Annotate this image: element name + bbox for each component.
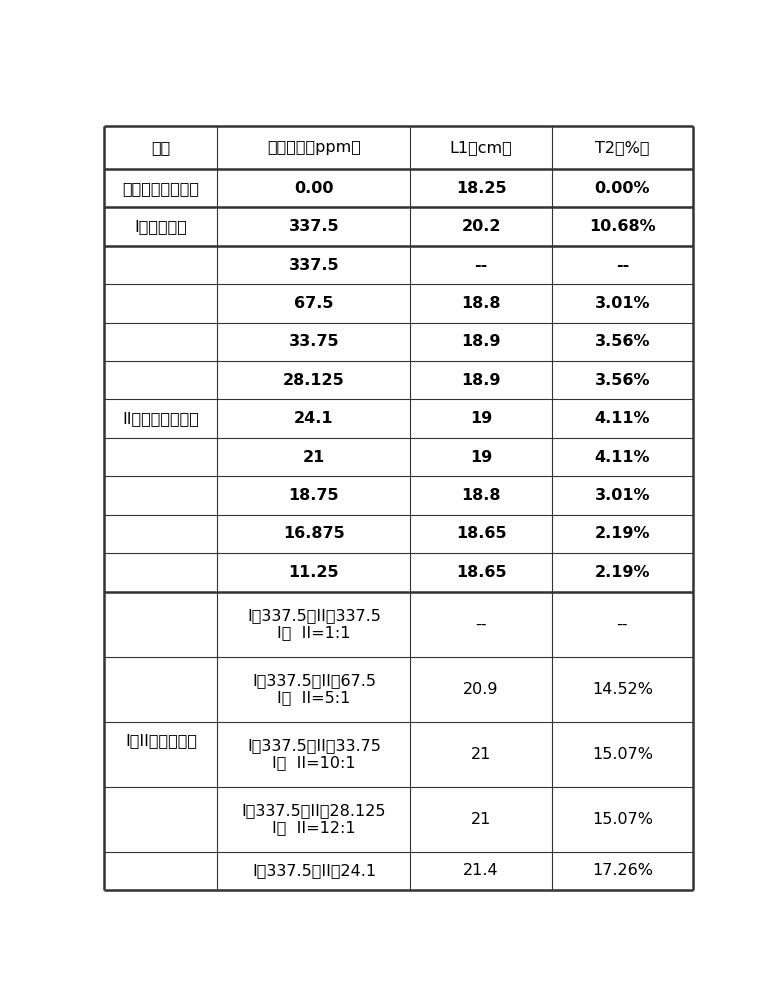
Text: I：337.5；II：28.125
I：  II=12:1: I：337.5；II：28.125 I： II=12:1 — [242, 803, 386, 835]
Text: 药剂: 药剂 — [152, 140, 170, 155]
Text: --: -- — [615, 258, 629, 273]
Text: 0.00%: 0.00% — [594, 181, 650, 196]
Text: 18.65: 18.65 — [456, 565, 506, 580]
Text: 19: 19 — [470, 450, 492, 465]
Text: 21: 21 — [471, 812, 491, 827]
Text: 11.25: 11.25 — [289, 565, 339, 580]
Text: 18.9: 18.9 — [461, 373, 501, 388]
Text: 24.1: 24.1 — [294, 411, 334, 426]
Text: L1（cm）: L1（cm） — [450, 140, 513, 155]
Text: 19: 19 — [470, 411, 492, 426]
Text: I＋II（组合物）: I＋II（组合物） — [125, 733, 197, 748]
Text: 18.75: 18.75 — [289, 488, 339, 503]
Text: 20.2: 20.2 — [461, 219, 501, 234]
Text: I（乙烯利）: I（乙烯利） — [135, 219, 187, 234]
Text: 14.52%: 14.52% — [592, 682, 653, 697]
Text: 3.56%: 3.56% — [594, 373, 650, 388]
Text: 18.8: 18.8 — [461, 296, 501, 311]
Text: I：337.5；II：24.1: I：337.5；II：24.1 — [252, 863, 376, 878]
Text: 20.9: 20.9 — [464, 682, 499, 697]
Text: 337.5: 337.5 — [289, 258, 339, 273]
Text: 21: 21 — [471, 747, 491, 762]
Text: 4.11%: 4.11% — [594, 411, 650, 426]
Text: 2.19%: 2.19% — [594, 526, 650, 541]
Text: 18.25: 18.25 — [456, 181, 506, 196]
Text: --: -- — [475, 617, 487, 632]
Text: T2（%）: T2（%） — [595, 140, 650, 155]
Text: 0.00: 0.00 — [294, 181, 334, 196]
Text: --: -- — [617, 617, 628, 632]
Text: 3.01%: 3.01% — [594, 296, 650, 311]
Text: 17.26%: 17.26% — [592, 863, 653, 878]
Text: 28.125: 28.125 — [283, 373, 345, 388]
Text: 15.07%: 15.07% — [592, 747, 653, 762]
Text: 33.75: 33.75 — [289, 334, 339, 349]
Text: 21.4: 21.4 — [464, 863, 499, 878]
Text: --: -- — [475, 258, 488, 273]
Text: 空白对照（清水）: 空白对照（清水） — [122, 181, 199, 196]
Text: 16.875: 16.875 — [283, 526, 345, 541]
Text: 3.56%: 3.56% — [594, 334, 650, 349]
Text: II（环丙酰胺酸）: II（环丙酰胺酸） — [123, 411, 199, 426]
Text: 67.5: 67.5 — [294, 296, 334, 311]
Text: 2.19%: 2.19% — [594, 565, 650, 580]
Text: 337.5: 337.5 — [289, 219, 339, 234]
Text: I：337.5；II：337.5
I：  II=1:1: I：337.5；II：337.5 I： II=1:1 — [247, 608, 381, 640]
Text: 21: 21 — [303, 450, 325, 465]
Text: 3.01%: 3.01% — [594, 488, 650, 503]
Text: 18.65: 18.65 — [456, 526, 506, 541]
Text: 10.68%: 10.68% — [589, 219, 656, 234]
Text: 4.11%: 4.11% — [594, 450, 650, 465]
Text: 使用浓度（ppm）: 使用浓度（ppm） — [267, 140, 361, 155]
Text: I：337.5；II：33.75
I：  II=10:1: I：337.5；II：33.75 I： II=10:1 — [247, 738, 381, 770]
Text: 15.07%: 15.07% — [592, 812, 653, 827]
Text: I：337.5；II：67.5
I：  II=5:1: I：337.5；II：67.5 I： II=5:1 — [252, 673, 376, 705]
Text: 18.9: 18.9 — [461, 334, 501, 349]
Text: 18.8: 18.8 — [461, 488, 501, 503]
